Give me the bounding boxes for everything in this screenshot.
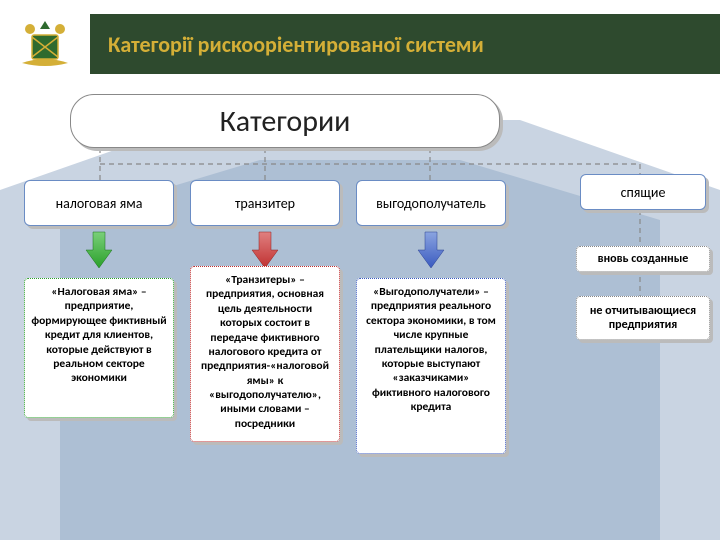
category-label-2: транзитер	[235, 195, 295, 212]
header: Категорії рискооріентированої системи	[0, 14, 720, 74]
category-label-3: выгодополучатель	[376, 195, 486, 212]
category-box-1: налоговая яма	[24, 180, 174, 226]
description-box-1: «Налоговая яма» – предприятие, формирующ…	[24, 278, 174, 418]
main-label: Категории	[220, 103, 351, 140]
title-band: Категорії рискооріентированої системи	[90, 14, 720, 74]
description-box-2: «Транзитеры» – предприятия, основная цел…	[190, 266, 340, 442]
logo	[0, 14, 90, 74]
main-category-box: Категории	[70, 94, 500, 148]
arrow-icon-blue	[416, 230, 446, 270]
side-label-b: не отчитывающиеся предприятия	[576, 296, 710, 340]
side-text-a: вновь созданные	[598, 252, 689, 266]
description-text-3: «Выгодополучатели» – предприятия реально…	[366, 285, 496, 414]
side-label-a: вновь созданные	[576, 246, 710, 272]
category-label-1: налоговая яма	[56, 195, 143, 212]
arrow-icon-red	[250, 230, 280, 270]
category-box-3: выгодополучатель	[356, 180, 506, 226]
side-text-b: не отчитывающиеся предприятия	[581, 304, 705, 332]
description-text-2: «Транзитеры» – предприятия, основная цел…	[201, 273, 329, 431]
arrow-icon-green	[84, 230, 114, 270]
page-title: Категорії рискооріентированої системи	[108, 31, 484, 58]
category-box-4: спящие	[580, 174, 706, 210]
description-text-1: «Налоговая яма» – предприятие, формирующ…	[31, 285, 166, 385]
category-box-2: транзитер	[190, 180, 340, 226]
category-label-4: спящие	[621, 184, 666, 201]
description-box-3: «Выгодополучатели» – предприятия реально…	[356, 278, 506, 454]
